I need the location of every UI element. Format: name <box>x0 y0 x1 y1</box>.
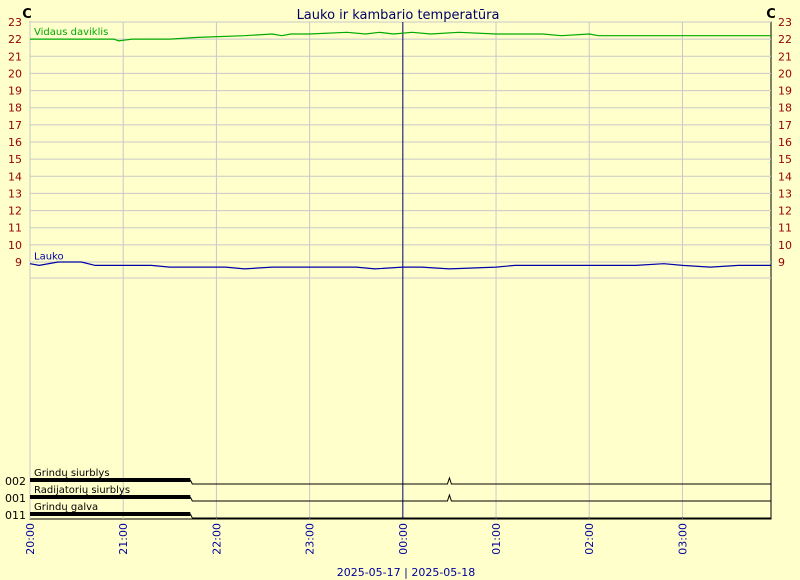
y-tick-label-left: 18 <box>8 102 22 115</box>
y-tick-label-left: 20 <box>8 67 22 80</box>
series-line <box>29 261 771 270</box>
series-label: Vidaus daviklis <box>34 27 108 38</box>
y-tick-label-right: 19 <box>778 85 792 98</box>
y-tick-label-left: 19 <box>8 85 22 98</box>
x-tick-label: 20:00 <box>24 523 37 555</box>
y-tick-label-left: 23 <box>8 16 22 29</box>
x-tick-label: 02:00 <box>583 523 596 555</box>
y-tick-label-right: 13 <box>778 187 792 200</box>
y-tick-label-left: 22 <box>8 33 22 46</box>
y-tick-label-right: 21 <box>778 50 792 63</box>
y-tick-label-left: 15 <box>8 153 22 166</box>
y-tick-label-left: 16 <box>8 136 22 149</box>
series-label: Lauko <box>34 252 64 263</box>
y-tick-label-right: 9 <box>778 256 785 269</box>
digital-signal-id: 001 <box>5 492 26 505</box>
y-tick-label-left: 21 <box>8 50 22 63</box>
chart-title: Lauko ir kambario temperatūra <box>297 8 500 23</box>
y-tick-label-right: 23 <box>778 16 792 29</box>
x-axis-ticks: 20:00 21:00 22:00 23:00 00:00 01:00 02:00 03:00 <box>24 523 689 555</box>
digital-signal-id: 002 <box>5 475 26 488</box>
x-tick-label: 03:00 <box>676 523 689 555</box>
digital-signal-id: 011 <box>5 509 26 522</box>
y-tick-label-right: 17 <box>778 119 792 132</box>
x-tick-label: 21:00 <box>117 523 130 555</box>
digital-signal-name: Grindų galva <box>34 502 98 513</box>
digital-signal-name: Radijatorių siurblys <box>34 485 130 496</box>
digital-signals: Grindų siurblys 002 Radijatorių siurblys 00… <box>5 468 771 522</box>
grid-lines <box>29 21 771 519</box>
y-tick-label-right: 14 <box>778 170 792 183</box>
y-tick-label-left: 9 <box>15 256 22 269</box>
x-tick-label: 22:00 <box>210 523 223 555</box>
y-tick-label-right: 18 <box>778 102 792 115</box>
y-unit-left: C <box>22 7 32 22</box>
series-lines: Vidaus daviklis Lauko <box>29 27 771 270</box>
x-tick-label: 23:00 <box>304 523 317 555</box>
y-tick-label-right: 22 <box>778 33 792 46</box>
digital-signal-name: Grindų siurblys <box>34 468 110 479</box>
y-tick-label-left: 13 <box>8 187 22 200</box>
y-tick-label-left: 17 <box>8 119 22 132</box>
x-tick-label: 01:00 <box>490 523 503 555</box>
x-tick-label: 00:00 <box>397 523 410 555</box>
y-unit-right: C <box>766 7 776 22</box>
plot-frame <box>29 21 772 520</box>
y-tick-label-left: 14 <box>8 170 22 183</box>
y-tick-label-right: 15 <box>778 153 792 166</box>
y-tick-label-left: 12 <box>8 205 22 218</box>
y-tick-label-right: 12 <box>778 205 792 218</box>
date-range-label: 2025-05-17 | 2025-05-18 <box>337 566 476 579</box>
y-tick-label-right: 11 <box>778 222 792 235</box>
y-tick-label-right: 16 <box>778 136 792 149</box>
digital-off-line <box>189 493 771 502</box>
series-line <box>30 31 771 42</box>
y-tick-label-right: 10 <box>778 239 792 252</box>
y-axis-ticks: 9 9 10 10 11 11 12 12 13 13 14 14 15 15 16 16 17 17 18 18 19… <box>8 16 792 269</box>
y-tick-label-right: 20 <box>778 67 792 80</box>
digital-off-line <box>189 476 771 485</box>
digital-off-line <box>189 513 771 519</box>
y-tick-label-left: 10 <box>8 239 22 252</box>
y-tick-label-left: 11 <box>8 222 22 235</box>
